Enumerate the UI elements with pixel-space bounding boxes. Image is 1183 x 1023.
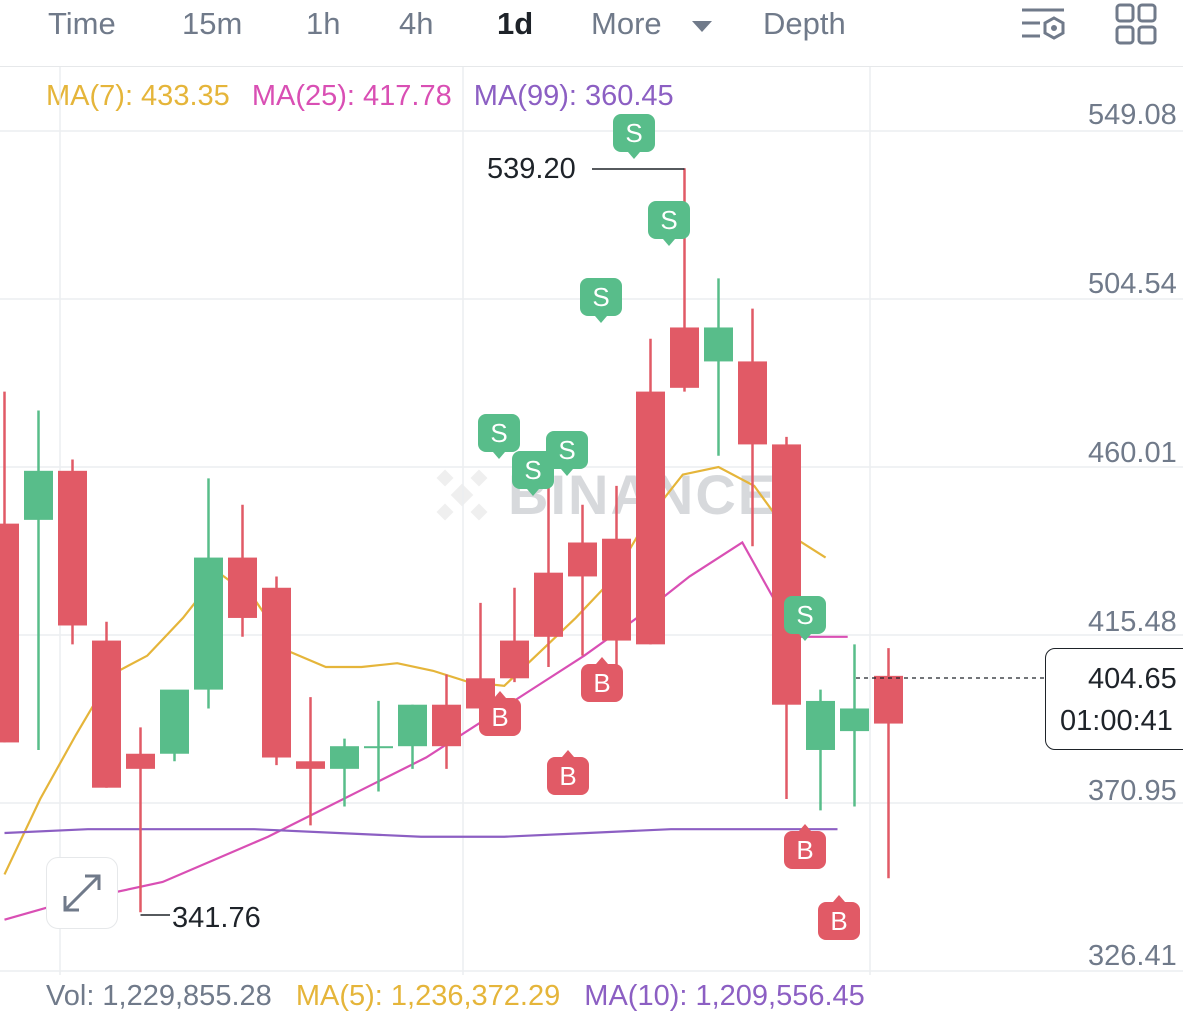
candle-body [92,640,121,788]
tab-time[interactable]: Time [48,6,116,41]
tab-1d[interactable]: 1d [497,6,534,41]
vol-ma10-label: MA(10): 1,209,556.45 [584,980,865,1012]
price-tick: 326.41 [1088,940,1177,972]
candle-body [840,708,869,732]
sell-marker[interactable]: S [478,414,520,459]
indicator-settings-icon[interactable] [1020,2,1068,48]
candle-body [398,704,427,747]
sell-marker[interactable]: S [512,451,554,496]
candle-body [704,327,733,362]
candle-body [364,746,393,749]
candle-body [58,470,87,626]
candle-body [296,761,325,769]
candle-body [738,361,767,445]
volume-legend: Vol: 1,229,855.28 MA(5): 1,236,372.29 MA… [46,980,881,1013]
candlestick-chart[interactable] [0,67,1183,975]
price-tick: 549.08 [1088,99,1177,131]
sell-marker[interactable]: S [613,114,655,159]
candle-body [636,391,665,645]
binance-logo-icon [436,469,488,521]
tab-4h[interactable]: 4h [399,6,434,41]
candle-body [670,327,699,388]
low-price-label: 341.76 [172,902,261,934]
candle-body [126,753,155,769]
current-price-box: 404.65 01:00:41 [1045,648,1183,750]
buy-marker[interactable]: B [547,750,589,795]
ma25-label: MA(25): 417.78 [251,80,452,112]
price-tick: 460.01 [1088,437,1177,469]
high-price-label: 539.20 [487,153,576,185]
candle-body [194,557,223,690]
price-tick: 415.48 [1088,606,1177,638]
layout-grid-icon[interactable] [1114,2,1162,48]
candle-body [160,689,189,754]
sell-marker[interactable]: S [648,201,690,246]
candle-body [262,587,291,758]
chart-toolbar: Time 15m 1h 4h 1d More Depth [0,0,1183,67]
candle-body [228,557,257,618]
tab-depth[interactable]: Depth [763,6,846,41]
buy-marker[interactable]: B [581,657,623,702]
fullscreen-button[interactable] [46,857,118,929]
candle-body [0,523,19,743]
expand-icon [63,874,101,912]
candle-body [874,675,903,724]
candle-body [568,542,597,577]
sell-marker[interactable]: S [580,278,622,323]
candle-body [500,640,529,679]
candle-body [432,704,461,747]
tab-1h[interactable]: 1h [306,6,341,41]
price-tick: 504.54 [1088,268,1177,300]
current-price: 404.65 [1088,663,1177,695]
candle-body [806,700,835,750]
candle-body [534,572,563,637]
sell-marker[interactable]: S [784,596,826,641]
buy-marker[interactable]: B [818,895,860,940]
candle-body [772,444,801,705]
volume-label: Vol: 1,229,855.28 [46,980,272,1012]
candle-body [330,746,359,769]
ma25-line [4,540,848,921]
ma7-line [3,465,827,875]
candle-body [24,470,53,520]
buy-marker[interactable]: B [479,691,521,736]
caret-down-icon [692,20,713,32]
ma7-label: MA(7): 433.35 [46,80,230,112]
ma99-label: MA(99): 360.45 [473,80,674,112]
ma-legend: MA(7): 433.35 MA(25): 417.78 MA(99): 360… [46,80,688,113]
price-tick: 370.95 [1088,775,1177,807]
ma99-line [4,828,838,838]
candle-countdown: 01:00:41 [1060,705,1173,737]
tab-15m[interactable]: 15m [182,6,243,41]
buy-marker[interactable]: B [784,824,826,869]
tab-more[interactable]: More [591,6,714,42]
tab-more-label: More [591,6,662,41]
vol-ma5-label: MA(5): 1,236,372.29 [295,980,561,1012]
candle-body [602,538,631,641]
sell-marker[interactable]: S [546,431,588,476]
